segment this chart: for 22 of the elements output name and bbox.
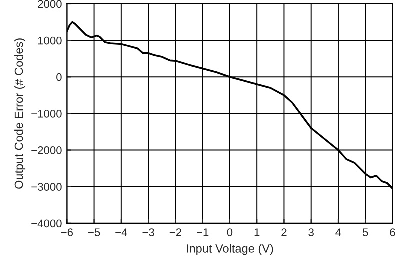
y-tick-label: −2000 xyxy=(32,146,62,154)
x-tick-label: −2 xyxy=(170,228,182,236)
x-tick-label: −6 xyxy=(61,228,73,236)
x-tick-label: 2 xyxy=(282,228,287,236)
x-tick-label: −5 xyxy=(88,228,100,236)
y-tick-label: −1000 xyxy=(32,110,62,118)
y-tick-label: −4000 xyxy=(32,220,62,228)
x-tick-label: −3 xyxy=(142,228,154,236)
x-tick-label: 6 xyxy=(390,228,396,236)
y-axis-title: Output Code Error (# Codes) xyxy=(14,38,26,189)
y-tick-label: 2000 xyxy=(38,0,62,8)
y-tick-label: 1000 xyxy=(38,36,62,45)
x-tick-label: 3 xyxy=(308,228,314,236)
x-axis-title: Input Voltage (V) xyxy=(187,244,274,256)
y-tick-label: 0 xyxy=(56,73,62,82)
y-tick-label: −3000 xyxy=(32,183,62,191)
x-tick-label: 4 xyxy=(336,228,342,236)
x-tick-label: 1 xyxy=(254,228,260,236)
x-tick-label: −4 xyxy=(116,228,128,236)
x-tick-label: 5 xyxy=(362,228,368,236)
x-tick-label: −1 xyxy=(197,228,209,236)
x-tick-label: 0 xyxy=(227,228,233,236)
